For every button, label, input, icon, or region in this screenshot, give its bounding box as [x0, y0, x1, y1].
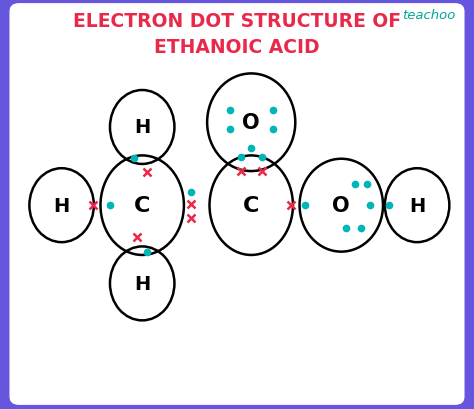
Text: H: H: [409, 196, 425, 215]
Text: H: H: [134, 118, 150, 137]
Text: O: O: [332, 196, 350, 216]
Text: teachoo: teachoo: [401, 9, 455, 22]
Text: ETHANOIC ACID: ETHANOIC ACID: [154, 38, 320, 57]
Text: O: O: [242, 113, 260, 133]
Text: C: C: [243, 196, 259, 216]
Text: C: C: [134, 196, 150, 216]
Text: ELECTRON DOT STRUCTURE OF: ELECTRON DOT STRUCTURE OF: [73, 12, 401, 31]
Text: H: H: [134, 274, 150, 293]
Text: H: H: [54, 196, 70, 215]
